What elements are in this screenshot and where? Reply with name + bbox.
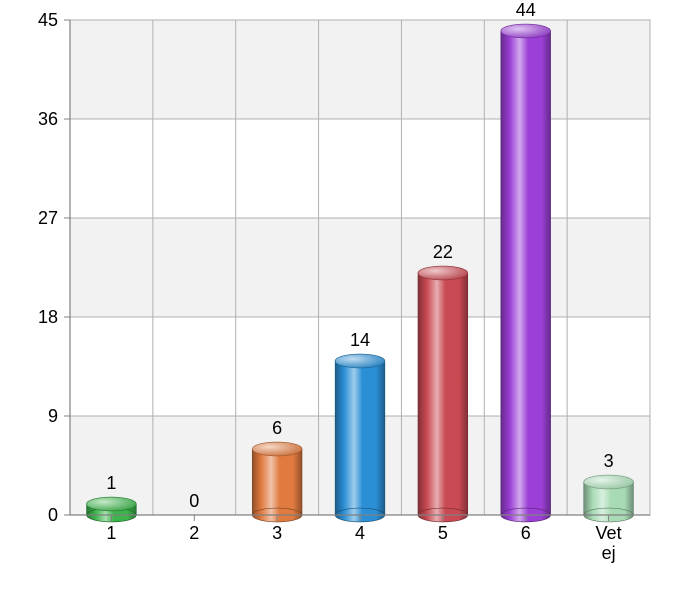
x-tick-label: 3 — [272, 523, 282, 543]
y-tick-label: 9 — [48, 406, 58, 426]
x-tick-label: 1 — [106, 523, 116, 543]
plot-band — [70, 218, 650, 317]
bar — [335, 354, 385, 522]
y-tick-label: 45 — [38, 10, 58, 30]
chart-svg: 09182736451061422443123456Vetej — [0, 0, 700, 600]
x-tick-label: 5 — [438, 523, 448, 543]
value-label: 3 — [604, 451, 614, 471]
x-tick-label: 4 — [355, 523, 365, 543]
y-tick-label: 0 — [48, 505, 58, 525]
bar-chart: 09182736451061422443123456Vetej — [0, 0, 700, 600]
bar — [252, 442, 302, 522]
plot-band — [70, 20, 650, 119]
value-label: 0 — [189, 491, 199, 511]
plot-band — [70, 119, 650, 218]
bar — [501, 24, 551, 522]
value-label: 14 — [350, 330, 370, 350]
y-tick-label: 18 — [38, 307, 58, 327]
y-tick-label: 27 — [38, 208, 58, 228]
value-label: 1 — [106, 473, 116, 493]
x-tick-label: 6 — [521, 523, 531, 543]
value-label: 44 — [516, 0, 536, 20]
bar — [418, 266, 468, 522]
value-label: 22 — [433, 242, 453, 262]
x-tick-label: 2 — [189, 523, 199, 543]
x-tick-label: Vet — [596, 523, 622, 543]
value-label: 6 — [272, 418, 282, 438]
x-tick-label: ej — [602, 543, 616, 563]
y-tick-label: 36 — [38, 109, 58, 129]
